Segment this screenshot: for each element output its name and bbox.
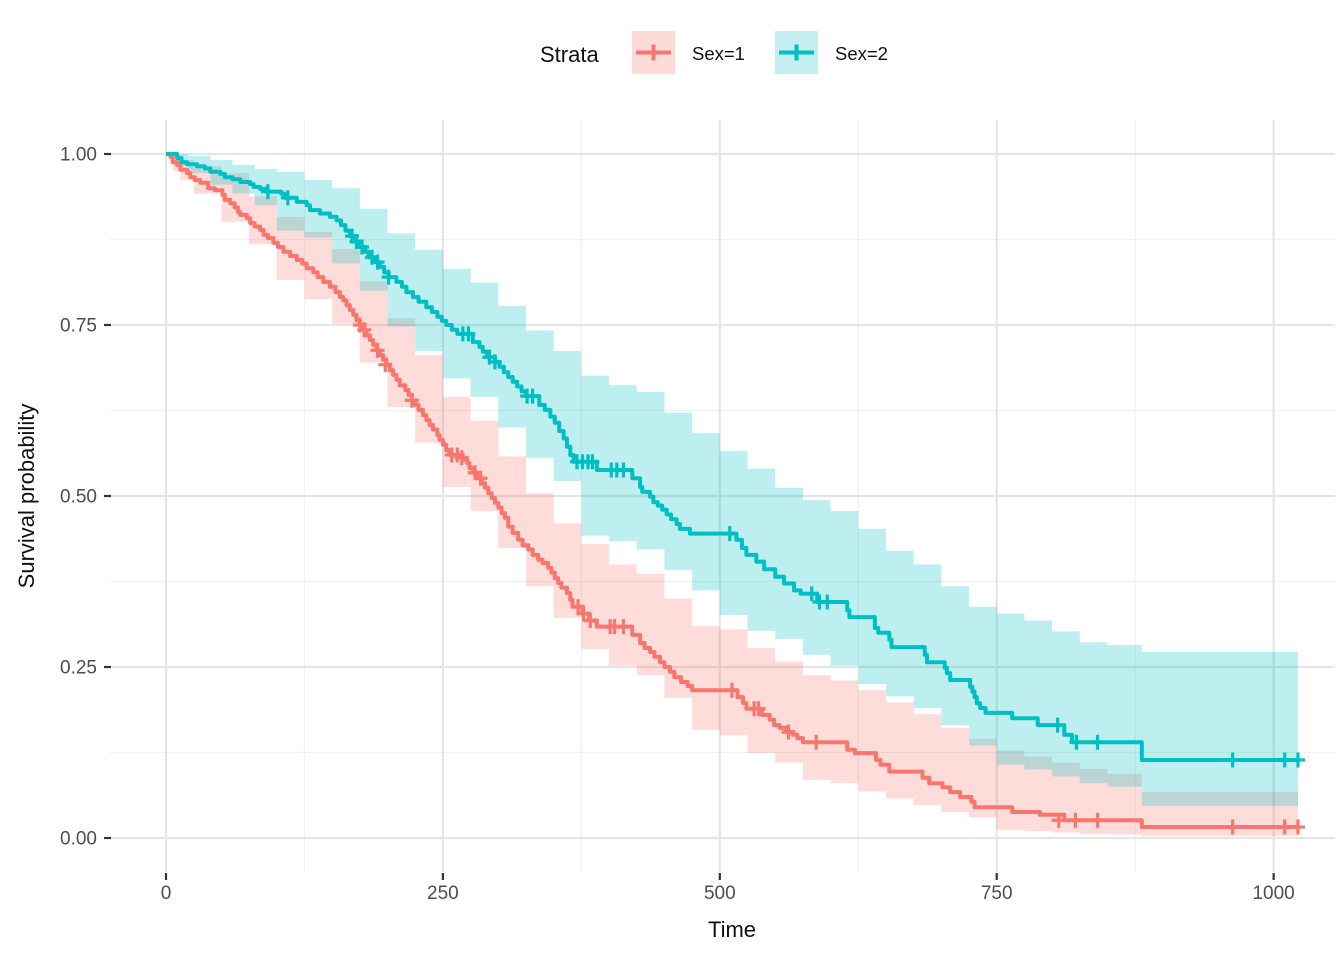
legend: Strata Sex=1 Sex=2 (540, 31, 888, 74)
legend-title: Strata (540, 42, 599, 67)
survival-curve-sex-2 (166, 152, 1298, 763)
x-tick-label: 0 (161, 883, 172, 904)
y-tick-label: 1.00 (60, 145, 97, 166)
y-tick-label: 0.50 (60, 487, 97, 508)
legend-key-sex1-line-icon (636, 44, 671, 61)
legend-key-sex2-line-icon (779, 44, 814, 61)
confidence-bands (166, 154, 1298, 836)
survival-curves (166, 152, 1298, 830)
legend-label-sex2: Sex=2 (835, 43, 888, 64)
x-tick-label: 500 (704, 883, 736, 904)
axis-ticks: 0 250 500 750 1000 0.00 0.25 0.50 0.75 1.00 (60, 145, 1295, 905)
x-axis-title: Time (708, 917, 756, 942)
x-tick-label: 250 (427, 883, 459, 904)
censor-plus-icons-sex-1 (352, 317, 1305, 835)
confidence-band-sex-1 (166, 154, 1298, 836)
censor-plus-icons-sex-2 (260, 184, 1305, 768)
censor-marks (260, 184, 1305, 835)
y-axis-title: Survival probability (14, 404, 39, 589)
survival-curve-sex-1 (166, 152, 1298, 830)
y-tick-label: 0.25 (60, 658, 97, 679)
x-tick-label: 750 (981, 883, 1013, 904)
x-tick-label: 1000 (1252, 883, 1294, 904)
gridlines (110, 120, 1335, 872)
confidence-band-sex-2 (166, 154, 1298, 806)
legend-label-sex1: Sex=1 (692, 43, 745, 64)
y-tick-label: 0.00 (60, 829, 97, 850)
y-tick-label: 0.75 (60, 316, 97, 337)
